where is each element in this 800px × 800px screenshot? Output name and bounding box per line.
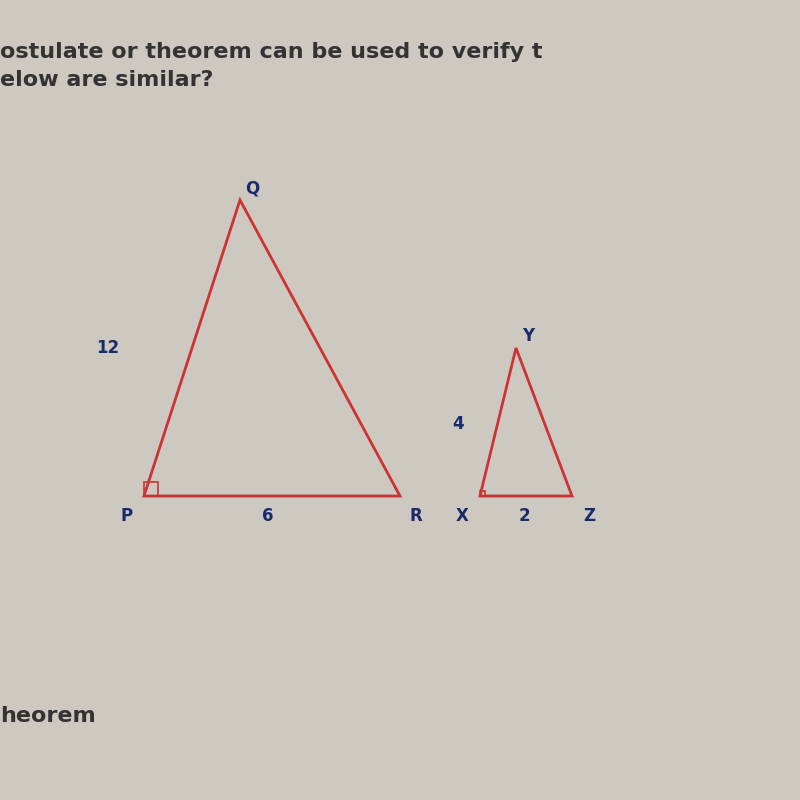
Text: 6: 6	[262, 507, 274, 525]
Bar	[480, 491, 485, 496]
Text: X: X	[456, 507, 469, 525]
Text: Q: Q	[245, 179, 259, 197]
Text: heorem: heorem	[0, 706, 96, 726]
Bar	[144, 482, 158, 496]
Text: 2: 2	[518, 507, 530, 525]
Text: ostulate or theorem can be used to verify t: ostulate or theorem can be used to verif…	[0, 42, 542, 62]
Text: 12: 12	[97, 339, 119, 357]
Text: 4: 4	[452, 415, 463, 433]
Text: Z: Z	[583, 507, 596, 525]
Text: P: P	[120, 507, 133, 525]
Text: elow are similar?: elow are similar?	[0, 70, 214, 90]
Text: R: R	[410, 507, 422, 525]
Text: Y: Y	[522, 327, 534, 345]
